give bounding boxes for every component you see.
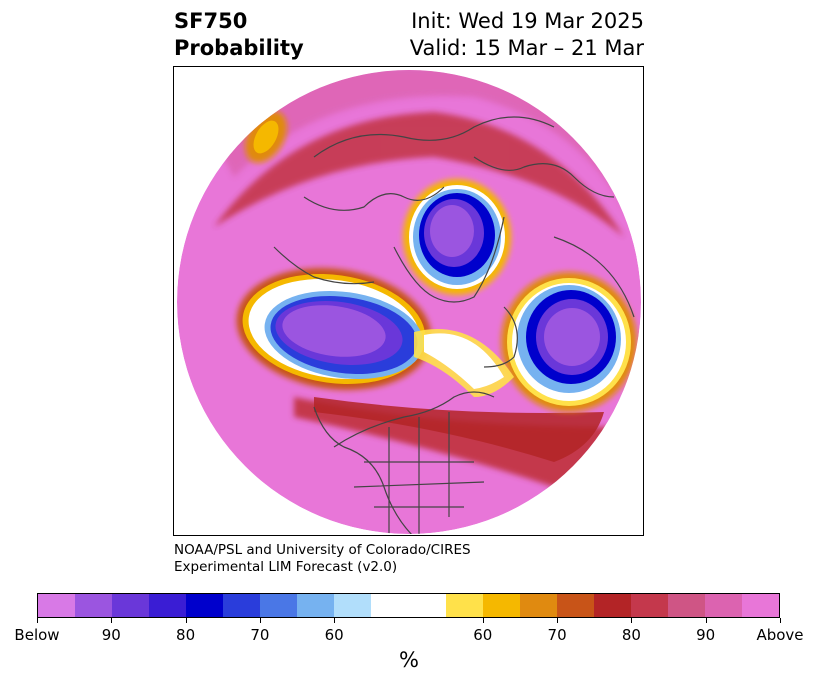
colorbar-swatch: [593, 594, 631, 617]
colorbar-tick-mark: [334, 618, 336, 623]
colorbar-swatch: [371, 594, 446, 617]
colorbar-tick-label: 70: [250, 626, 270, 644]
colorbar: [37, 593, 780, 618]
colorbar-tick-label: 60: [473, 626, 493, 644]
colorbar-unit: %: [399, 648, 419, 672]
colorbar-swatch: [482, 594, 520, 617]
colorbar-swatch: [704, 594, 742, 617]
colorbar-tick-mark: [185, 618, 187, 623]
colorbar-tick-mark: [705, 618, 707, 623]
colorbar-tick-mark: [37, 618, 38, 623]
colorbar-swatch: [38, 594, 76, 617]
colorbar-tick-mark: [557, 618, 559, 623]
init-date: Init: Wed 19 Mar 2025: [411, 9, 644, 33]
polar-map: [173, 66, 644, 536]
credit-line-1: NOAA/PSL and University of Colorado/CIRE…: [174, 542, 471, 558]
colorbar-swatch: [556, 594, 594, 617]
colorbar-swatch: [223, 594, 261, 617]
coastlines: [273, 116, 635, 534]
colorbar-tick-mark: [259, 618, 261, 623]
title-variable: SF750: [174, 9, 248, 33]
colorbar-tick-mark: [780, 618, 781, 623]
valid-period: Valid: 15 Mar – 21 Mar: [409, 36, 644, 60]
colorbar-tick-mark: [631, 618, 633, 623]
colorbar-swatch: [630, 594, 668, 617]
colorbar-swatch: [186, 594, 224, 617]
colorbar-swatch: [667, 594, 705, 617]
colorbar-tick-label: 90: [101, 626, 121, 644]
colorbar-swatch: [75, 594, 113, 617]
colorbar-swatch: [112, 594, 150, 617]
colorbar-swatch: [445, 594, 483, 617]
colorbar-tick-label: Below: [14, 626, 60, 644]
colorbar-swatch: [741, 594, 779, 617]
colorbar-tick-label: 90: [696, 626, 716, 644]
colorbar-swatch: [149, 594, 187, 617]
low-west: [282, 305, 386, 357]
map-title: SF750 Probability: [174, 8, 304, 62]
colorbar-tick-label: 60: [324, 626, 344, 644]
credit-line-2: Experimental LIM Forecast (v2.0): [174, 559, 398, 575]
colorbar-swatch: [297, 594, 335, 617]
title-type: Probability: [174, 36, 304, 60]
low-east: [544, 308, 600, 366]
colorbar-swatch: [260, 594, 298, 617]
forecast-dates: Init: Wed 19 Mar 2025 Valid: 15 Mar – 21…: [410, 8, 644, 62]
colorbar-swatch: [334, 594, 372, 617]
colorbar-tick-mark: [482, 618, 484, 623]
colorbar-tick-label: 80: [621, 626, 641, 644]
credit-text: NOAA/PSL and University of Colorado/CIRE…: [174, 542, 471, 576]
red-band-north: [214, 112, 624, 237]
colorbar-swatch: [519, 594, 557, 617]
colorbar-tick-mark: [111, 618, 113, 623]
colorbar-tick-label: Above: [756, 626, 804, 644]
colorbar-tick-label: 80: [176, 626, 196, 644]
low-north: [430, 205, 474, 257]
probability-map: [177, 70, 641, 534]
colorbar-tick-label: 70: [547, 626, 567, 644]
